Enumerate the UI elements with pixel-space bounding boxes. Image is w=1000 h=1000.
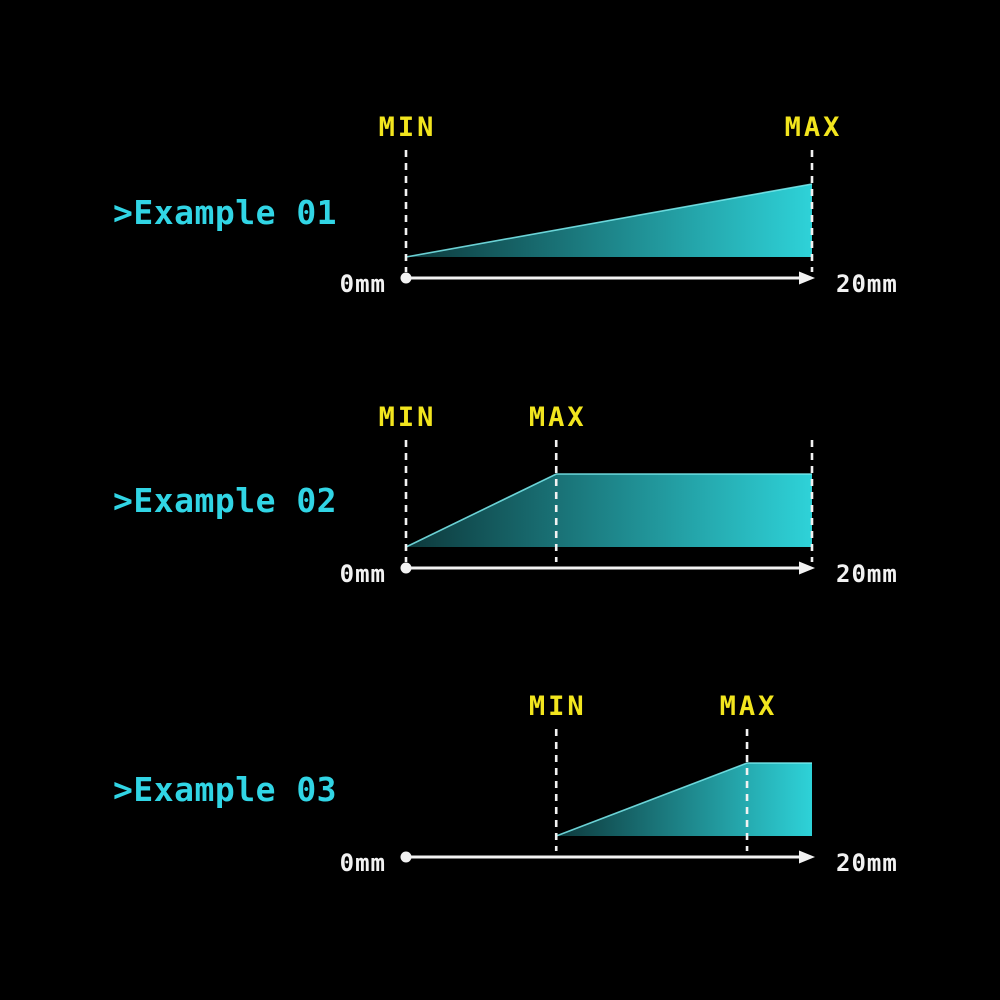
chevron-icon: > bbox=[113, 770, 134, 809]
example-01-axis-end-label: 20mm bbox=[836, 270, 898, 298]
example-03-min-label: MIN bbox=[528, 691, 587, 722]
example-03-title: >Example 03 bbox=[113, 773, 337, 807]
example-01-axis-arrowhead-icon bbox=[799, 271, 815, 285]
example-01-title: >Example 01 bbox=[113, 196, 337, 230]
example-03-axis-start-dot bbox=[400, 851, 412, 863]
example-02-axis-start-label: 0mm bbox=[339, 560, 386, 588]
example-01-title-text: Example 01 bbox=[133, 193, 338, 232]
example-02-axis-end-label: 20mm bbox=[836, 560, 898, 588]
example-01-max-label: MAX bbox=[784, 112, 843, 143]
chevron-icon: > bbox=[113, 481, 134, 520]
example-02-wedge-top-edge bbox=[405, 473, 812, 548]
example-02-min-label: MIN bbox=[378, 402, 437, 433]
example-02-axis-arrowhead-icon bbox=[799, 561, 815, 575]
example-02-title-text: Example 02 bbox=[133, 481, 338, 520]
example-03-wedge-top-edge bbox=[555, 762, 812, 837]
example-01-axis-start-dot bbox=[400, 272, 412, 284]
example-03-title-text: Example 03 bbox=[133, 770, 338, 809]
example-02-axis-start-dot bbox=[400, 562, 412, 574]
example-03-axis-start-label: 0mm bbox=[339, 849, 386, 877]
example-01-axis-start-label: 0mm bbox=[339, 270, 386, 298]
example-03-max-label: MAX bbox=[719, 691, 778, 722]
example-02-max-label: MAX bbox=[528, 402, 587, 433]
example-01-wedge-top-edge bbox=[405, 183, 813, 258]
example-03-wedge-shape bbox=[556, 763, 812, 836]
example-02-title: >Example 02 bbox=[113, 484, 337, 518]
example-03-axis-end-label: 20mm bbox=[836, 849, 898, 877]
example-01-min-label: MIN bbox=[378, 112, 437, 143]
example-03-axis-arrowhead-icon bbox=[799, 850, 815, 864]
example-02-wedge-shape bbox=[406, 474, 812, 547]
chevron-icon: > bbox=[113, 193, 134, 232]
